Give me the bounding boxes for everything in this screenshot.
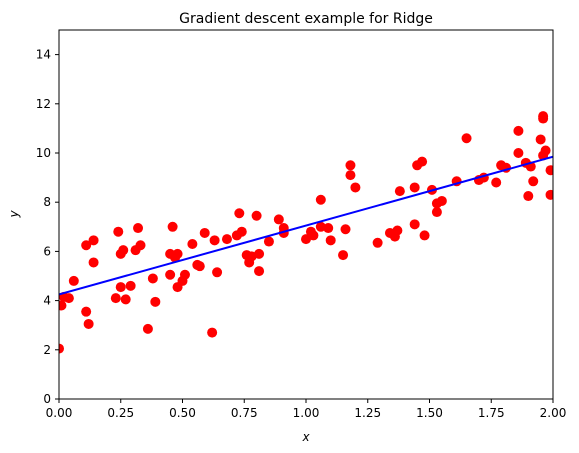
data-point [461,133,472,144]
y-tick-label: 0 [43,392,51,406]
data-point [59,300,67,311]
data-point [81,240,92,251]
data-point [147,273,158,284]
data-point [394,186,405,197]
data-point [68,275,79,286]
y-axis-label: y [7,210,21,219]
plot-area [58,29,554,400]
data-point [513,125,524,136]
data-point [350,182,361,193]
x-tick-label: 0.25 [107,406,134,420]
data-point [135,240,146,251]
x-tick-label: 1.00 [293,406,320,420]
data-point [263,236,274,247]
data-point [165,269,176,280]
data-point [491,177,502,188]
data-point [345,160,356,171]
data-point [254,248,265,259]
y-tick-label: 10 [36,146,51,160]
x-tick-label: 1.75 [478,406,505,420]
data-point [523,191,534,202]
data-point [113,226,124,237]
y-tick-label: 14 [36,48,51,62]
data-point [273,214,284,225]
data-point [199,227,210,238]
y-tick-label: 8 [43,195,51,209]
data-point [325,235,336,246]
data-point [409,182,420,193]
data-point [513,148,524,158]
data-point [308,230,319,241]
data-point [133,223,144,234]
data-point [83,318,94,329]
data-point [372,237,383,248]
data-point [236,226,247,237]
data-point [419,230,430,241]
data-point [545,165,553,176]
x-tick-label: 0.50 [169,406,196,420]
data-point [301,234,311,245]
data-marks [59,111,553,354]
y-tick-label: 2 [43,343,51,357]
axis-ticks: 0.00 0.25 0.50 0.75 1.00 1.25 1.50 1.75 2.00 0 2 4 6… [36,48,567,420]
data-point [59,343,64,354]
data-point [167,221,178,232]
data-point [120,294,131,305]
data-point [431,207,442,218]
data-point [115,282,126,293]
data-point [409,219,420,230]
y-tick-label: 6 [43,244,51,258]
x-tick-label: 0.00 [46,406,73,420]
data-point [212,267,223,278]
data-point [323,223,334,234]
chart-title: Gradient descent example for Ridge [179,11,433,27]
data-point [417,156,428,167]
plot-frame [58,29,554,400]
x-axis-label: x [301,430,310,444]
data-point [251,210,262,221]
data-point [209,235,220,246]
x-tick-label: 0.75 [231,406,258,420]
data-point [150,296,161,307]
data-point [436,195,447,206]
x-tick-label: 2.00 [540,406,567,420]
data-point [88,257,99,268]
data-point [340,224,351,235]
y-tick-label: 12 [36,97,51,111]
data-point [88,235,99,246]
data-point [125,280,136,291]
data-point [179,269,190,280]
data-point [234,208,245,219]
data-point [338,250,349,261]
y-tick-label: 4 [43,294,51,308]
data-point [194,261,205,272]
data-point [118,245,129,256]
data-point [392,225,403,236]
data-point [63,293,74,304]
data-point [207,327,218,338]
data-point [254,266,265,277]
data-point [528,176,539,187]
data-point [187,239,198,250]
data-point [315,221,326,232]
regression-line [59,155,553,296]
data-point [540,145,551,156]
data-point [345,170,356,181]
x-tick-label: 1.50 [416,406,443,420]
data-point [81,306,92,317]
x-tick-label: 1.25 [354,406,381,420]
data-point [110,293,121,304]
data-point [538,111,549,122]
data-point [142,323,153,334]
data-point [172,248,183,259]
data-point [315,194,326,205]
data-point [545,189,553,200]
data-point [221,234,232,245]
data-point [535,134,546,145]
